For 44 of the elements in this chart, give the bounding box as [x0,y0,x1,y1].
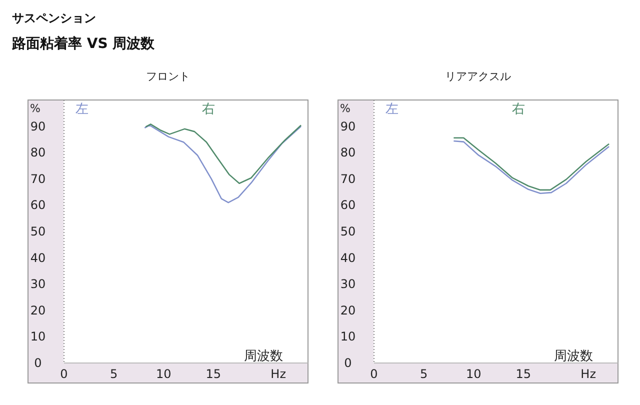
x-tick-label: 15 [206,367,222,381]
y-tick-label: 90 [340,119,356,134]
text: 路面粘着率 VS 周波数 [11,35,156,52]
y-tick-label: 50 [340,224,356,238]
y-tick-label: 40 [340,250,356,265]
y-tick-label: 30 [30,277,46,292]
line-series [145,124,302,184]
text: 左 [385,102,398,117]
x-tick-label: 15 [516,367,532,381]
x-tick-label: 10 [466,367,482,381]
y-axis-title: % [30,102,40,115]
text: 右 [512,102,526,117]
y-tick-label: 20 [340,303,356,318]
x-tick-label: 5 [110,367,118,381]
y-tick-label: 70 [340,172,356,186]
x-tick-label: 5 [420,367,428,381]
x-tick-label: 0 [370,367,378,381]
y-tick-label: 90 [30,119,46,134]
text: Hz [580,367,596,381]
chart-title: フロント [146,70,190,83]
x-tick-label: 0 [60,367,68,381]
x-tick-label: 10 [156,367,172,381]
text: Hz [270,367,286,381]
y-tick-label: 0 [34,356,42,370]
y-tick-label: 80 [340,146,356,160]
y-tick-label: 70 [30,172,46,186]
series-label: 右 [202,102,216,117]
y-tick-label: 80 [30,146,46,160]
text: 左 [75,102,88,117]
line-series [144,124,302,204]
y-tick-label: 10 [30,330,46,344]
x-axis-title: 周波数 [554,349,593,364]
y-tick-label: 0 [344,356,352,370]
y-tick-label: 30 [340,277,356,292]
y-tick-label: 60 [340,198,356,212]
y-tick-label: 60 [30,198,46,212]
text: サスペンション [12,11,96,25]
y-axis-title: % [340,102,350,115]
y-tick-label: 10 [340,330,356,344]
chart-title: リアアクスル [445,70,511,83]
y-tick-label: 50 [30,224,46,238]
y-tick-label: 40 [30,250,46,265]
y-tick-label: 20 [30,303,46,318]
x-axis-title: 周波数 [244,349,283,364]
